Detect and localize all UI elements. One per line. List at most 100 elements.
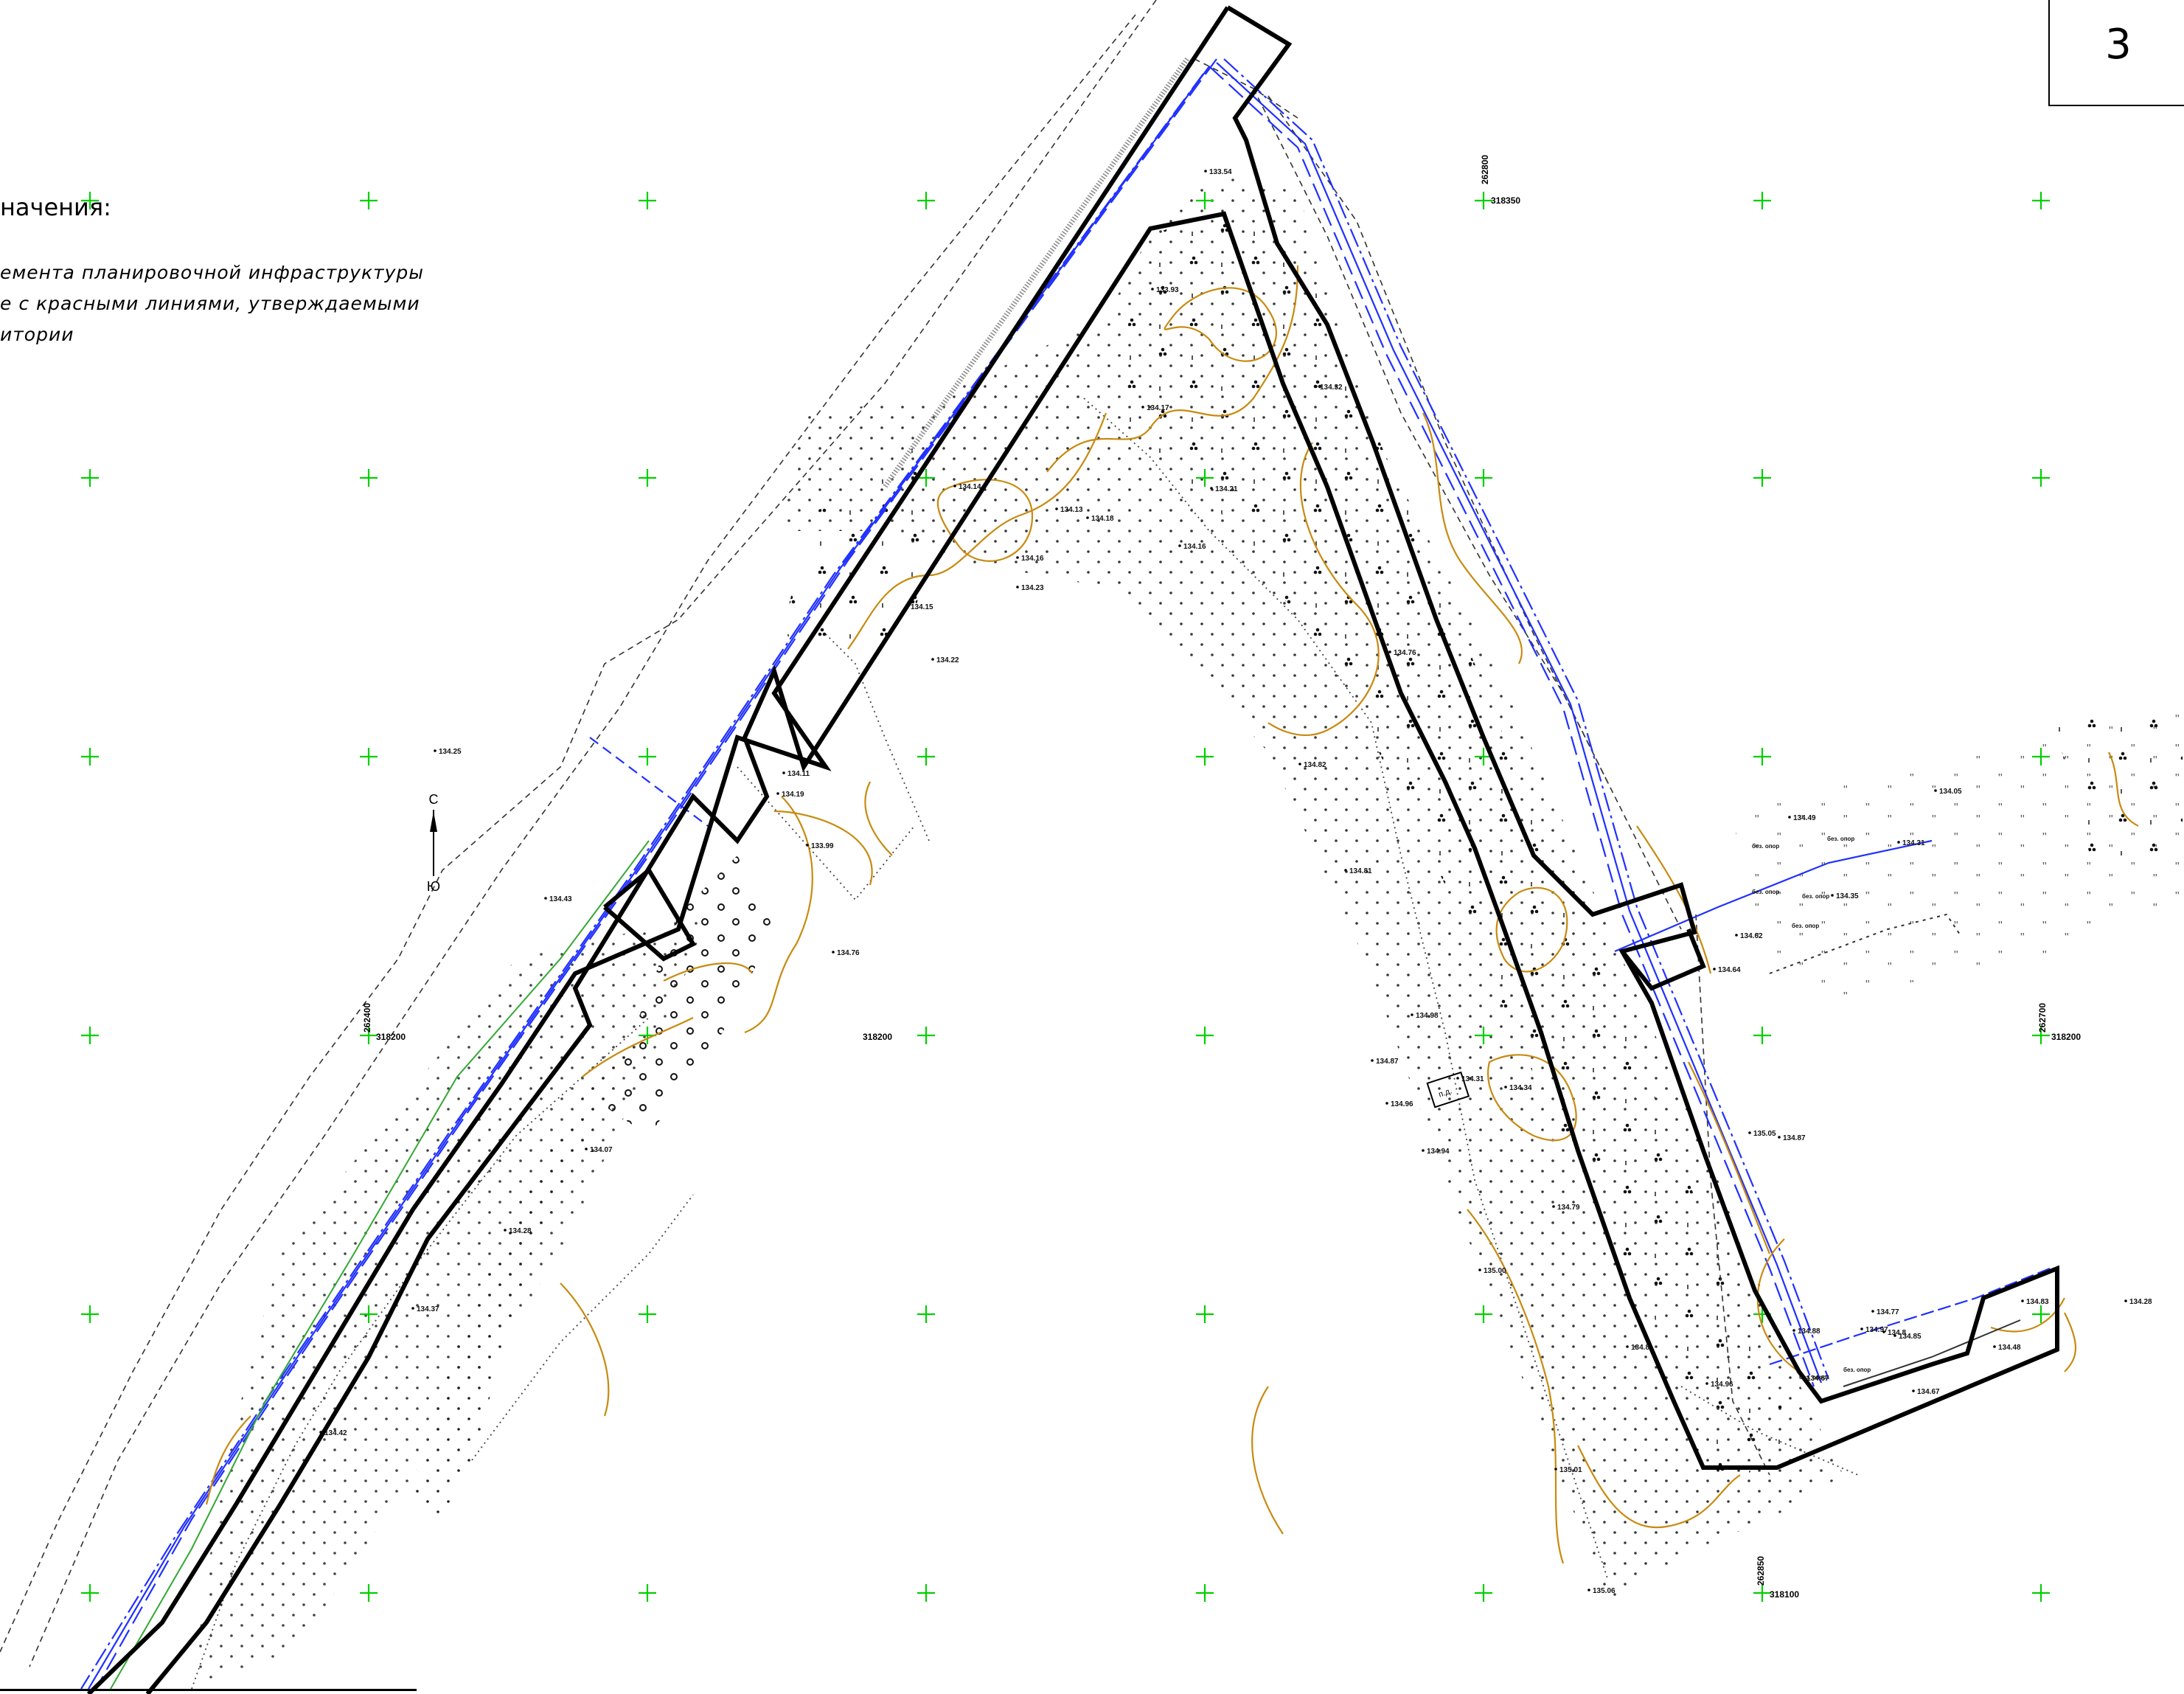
grid-coordinate-labels: 318350 318200 318200 318200 318100 26280… xyxy=(362,155,2081,1600)
elevation-point xyxy=(411,1307,414,1310)
elevation-point xyxy=(1552,1205,1555,1208)
elevation-point xyxy=(776,792,779,795)
elevation-label: 134.25 xyxy=(439,748,462,756)
elevation-point xyxy=(1298,763,1301,766)
grid-label: 262700 xyxy=(2037,1003,2048,1032)
elevation-label: 134.16 xyxy=(1021,555,1044,563)
frame-bottom-line xyxy=(0,1689,417,1691)
legend-line-3: итории xyxy=(0,324,74,345)
sheet-number-box: 3 xyxy=(2048,0,2184,106)
elevation-label: 134.43 xyxy=(549,895,572,903)
elevation-point xyxy=(1371,1059,1374,1062)
elevation-point xyxy=(1934,789,1937,792)
sheet-number: 3 xyxy=(2105,21,2132,69)
elevation-point xyxy=(1178,544,1181,547)
elevation-point xyxy=(931,658,934,661)
elevation-label: 134.88 xyxy=(1798,1327,1820,1336)
elevation-point xyxy=(953,485,956,487)
grid-label: 262800 xyxy=(1480,155,1490,184)
building-pd: п.д. xyxy=(1426,1071,1470,1108)
elevation-point xyxy=(806,844,809,847)
grid-label: 262400 xyxy=(362,1003,372,1032)
elevation-point xyxy=(1788,816,1791,819)
support-label: без. опор xyxy=(1843,1367,1871,1373)
legend-line-1: емента планировочной инфраструктуры xyxy=(0,262,425,283)
elevation-point xyxy=(1792,1329,1795,1332)
grid-label: 318350 xyxy=(1491,195,1520,206)
elevation-point xyxy=(434,749,437,752)
elevation-point xyxy=(1882,1330,1885,1333)
elevation-point xyxy=(1504,1086,1507,1089)
elevation-point xyxy=(1778,1136,1781,1139)
elevation-label: 133.54 xyxy=(1209,168,1232,176)
elevation-marks: 134.43 134.07 134.28 134.37 134.42 134.76 134.… xyxy=(319,168,2152,1595)
elevation-label: 134.37 xyxy=(417,1305,439,1313)
elevation-label: 134.79 xyxy=(1557,1204,1580,1212)
grid-label: 262850 xyxy=(1756,1556,1766,1586)
elevation-label: 134.11 xyxy=(787,770,810,778)
elevation-point xyxy=(504,1229,507,1232)
elevation-point xyxy=(1086,516,1089,519)
support-label: без. опор xyxy=(1752,889,1779,895)
elevation-label: 134.83 xyxy=(2026,1298,2049,1306)
elevation-point xyxy=(905,605,908,608)
elevation-point xyxy=(1210,487,1213,490)
elevation-point xyxy=(2021,1299,2024,1302)
elevation-label: 134.85 xyxy=(1899,1333,1922,1341)
elevation-point xyxy=(1871,1310,1874,1313)
support-label: без. опор xyxy=(1827,836,1854,842)
elevation-point xyxy=(1748,1131,1751,1134)
elevation-point xyxy=(1344,869,1347,872)
elevation-point xyxy=(1735,934,1738,937)
elevation-label: 134.32 xyxy=(1320,383,1343,392)
elevation-label: 134.87 xyxy=(1376,1058,1399,1066)
support-label: без. опор xyxy=(1802,893,1829,900)
elevation-label: 134.48 xyxy=(1998,1344,2021,1352)
elevation-label: 133.93 xyxy=(1156,286,1179,294)
elevation-label: 135.00 xyxy=(1484,1267,1506,1275)
elevation-label: 134.8 xyxy=(1631,1344,1649,1352)
elevation-point xyxy=(1141,406,1144,409)
elevation-label: 134.07 xyxy=(590,1146,613,1154)
elevation-point xyxy=(1993,1345,1996,1348)
elevation-label: 134.81 xyxy=(1349,867,1372,875)
north-arrow: С Ю xyxy=(427,792,440,894)
grid-label: 318200 xyxy=(376,1032,406,1042)
elevation-label: 134.42 xyxy=(324,1429,347,1437)
elevation-label: 134.13 xyxy=(1060,506,1083,514)
elevation-label: 134.22 xyxy=(936,656,959,664)
elevation-label: 134.31 xyxy=(1461,1075,1484,1083)
elevation-point xyxy=(1016,586,1019,589)
elevation-point xyxy=(1151,288,1154,291)
elevation-label: 134.31 xyxy=(1902,839,1925,847)
elevation-point xyxy=(1831,894,1834,897)
elevation-label: 134.8 xyxy=(1888,1329,1906,1337)
elevation-label: 133.99 xyxy=(811,842,834,850)
coordinate-grid xyxy=(81,192,2050,1602)
elevation-label: 134.77 xyxy=(1877,1308,1899,1316)
elevation-label: 134.87 xyxy=(1783,1134,1806,1142)
elevation-point xyxy=(1204,170,1207,173)
elevation-point xyxy=(1422,1149,1425,1152)
elevation-label: 134.64 xyxy=(1718,966,1741,974)
elevation-label: 134.76 xyxy=(837,949,860,957)
elevation-point xyxy=(1315,385,1318,388)
elevation-point xyxy=(585,1148,588,1150)
elevation-point xyxy=(1388,650,1391,653)
support-label: без. опор xyxy=(1752,843,1779,850)
elevation-label: 134.15 xyxy=(911,603,933,611)
elevation-point xyxy=(1456,1077,1459,1080)
grid-label: 318200 xyxy=(2051,1032,2081,1042)
fence-line xyxy=(1769,913,1962,974)
elevation-point xyxy=(1478,1268,1481,1271)
green-boundary-line xyxy=(110,840,650,1690)
grid-label: 318100 xyxy=(1770,1589,1799,1600)
boundary-dotted-lines xyxy=(191,398,1859,1690)
utility-lines xyxy=(80,58,2051,1690)
elevation-point xyxy=(1801,1376,1804,1379)
elevation-label: 135.05 xyxy=(1753,1130,1776,1138)
building-pd-label: п.д. xyxy=(1438,1086,1453,1099)
elevation-point xyxy=(1713,968,1716,971)
elevation-point xyxy=(319,1431,322,1434)
